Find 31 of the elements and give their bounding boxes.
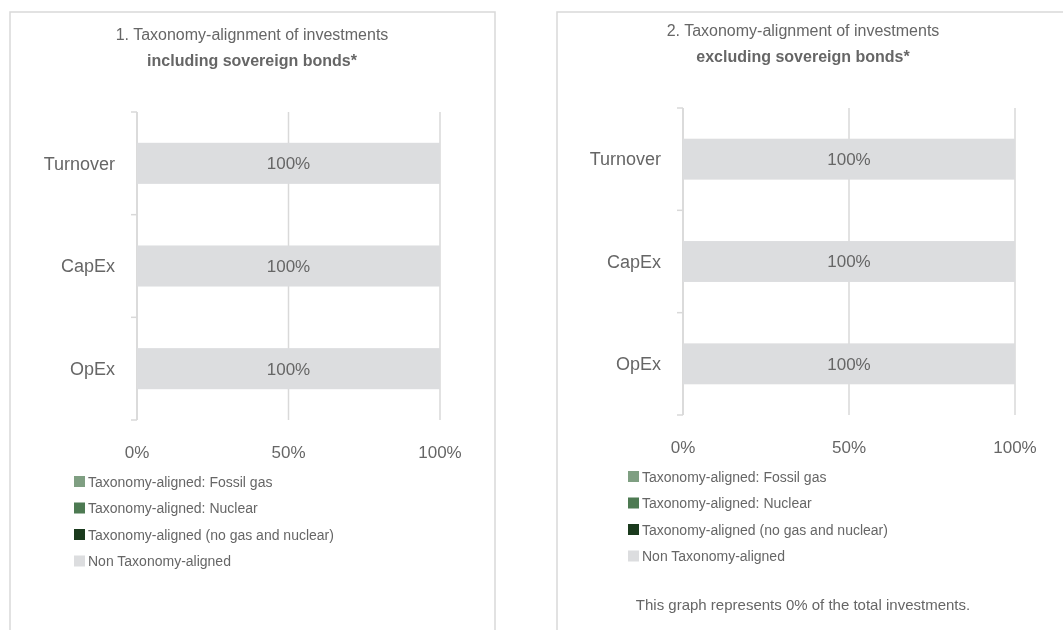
x-tick-label: 100% — [418, 443, 462, 462]
y-tick-label: Turnover — [43, 153, 115, 174]
legend-label: Taxonomy-aligned: Nuclear — [88, 500, 258, 517]
x-tick-label: 0% — [124, 443, 150, 462]
data-label: 100% — [827, 354, 871, 374]
legend-label: Taxonomy-aligned (no gas and nuclear) — [642, 521, 888, 538]
legend-label: Taxonomy-aligned (no gas and nuclear) — [88, 526, 334, 543]
x-tick-label: 0% — [670, 438, 696, 457]
data-label: 100% — [266, 359, 311, 379]
x-tick-label: 50% — [831, 438, 867, 457]
chart-title: 2. Taxonomy-alignment of investments — [666, 22, 940, 39]
chart-subtitle: excluding sovereign bonds* — [696, 48, 911, 65]
y-tick-label: CapEx — [60, 256, 115, 277]
x-tick-label: 50% — [271, 443, 306, 462]
data-label: 100% — [266, 256, 311, 276]
y-tick-label: CapEx — [606, 251, 661, 272]
chart-title: 1. Taxonomy-alignment of investments — [115, 26, 389, 43]
y-tick-label: OpEx — [615, 354, 661, 375]
data-label: 100% — [266, 154, 311, 174]
legend-label: Taxonomy-aligned: Fossil gas — [88, 473, 273, 490]
legend-label: Non Taxonomy-aligned — [88, 553, 231, 570]
data-label: 100% — [827, 150, 871, 170]
chart-subtitle: including sovereign bonds* — [147, 52, 358, 69]
text: This graph represents 0% of the total investments. — [635, 596, 971, 613]
legend-label: Non Taxonomy-aligned — [642, 548, 785, 565]
legend-label: Taxonomy-aligned: Fossil gas — [642, 468, 827, 485]
data-label: 100% — [827, 252, 871, 272]
y-tick-label: Turnover — [589, 149, 661, 170]
y-tick-label: OpEx — [69, 358, 115, 379]
legend-label: Taxonomy-aligned: Nuclear — [642, 495, 812, 512]
x-tick-label: 100% — [993, 438, 1037, 457]
